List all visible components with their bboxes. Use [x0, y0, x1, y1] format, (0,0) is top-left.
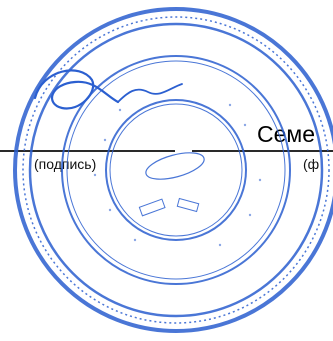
name-line — [192, 150, 333, 152]
signature-caption: (подпись) — [34, 156, 97, 172]
signature-line — [0, 150, 175, 152]
name-caption: (ф — [303, 156, 320, 172]
